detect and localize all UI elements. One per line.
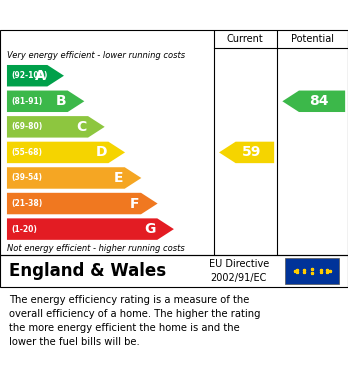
Polygon shape [7,116,105,138]
Text: EU Directive
2002/91/EC: EU Directive 2002/91/EC [209,259,269,283]
Text: Very energy efficient - lower running costs: Very energy efficient - lower running co… [7,51,185,60]
Text: (69-80): (69-80) [11,122,42,131]
Text: Not energy efficient - higher running costs: Not energy efficient - higher running co… [7,244,185,253]
Polygon shape [282,91,345,112]
Polygon shape [7,91,84,112]
Text: 59: 59 [242,145,261,160]
Text: Current: Current [227,34,264,44]
Text: (81-91): (81-91) [11,97,42,106]
Text: (21-38): (21-38) [11,199,42,208]
Polygon shape [7,167,141,189]
Polygon shape [7,142,125,163]
Text: Energy Efficiency Rating: Energy Efficiency Rating [9,7,230,23]
Bar [285,258,339,284]
Text: G: G [144,222,156,236]
Text: 84: 84 [309,94,329,108]
Text: Potential: Potential [291,34,334,44]
Text: B: B [55,94,66,108]
Text: (39-54): (39-54) [11,174,42,183]
Text: England & Wales: England & Wales [9,262,166,280]
Text: (92-100): (92-100) [11,71,48,80]
Polygon shape [7,218,174,240]
Polygon shape [219,142,274,163]
Polygon shape [7,193,158,214]
Text: A: A [35,69,46,83]
Polygon shape [7,65,64,86]
Text: E: E [113,171,123,185]
Text: (1-20): (1-20) [11,224,37,233]
Text: D: D [95,145,107,160]
Text: (55-68): (55-68) [11,148,42,157]
Text: F: F [130,197,139,210]
Text: C: C [76,120,86,134]
Text: The energy efficiency rating is a measure of the
overall efficiency of a home. T: The energy efficiency rating is a measur… [9,295,260,347]
